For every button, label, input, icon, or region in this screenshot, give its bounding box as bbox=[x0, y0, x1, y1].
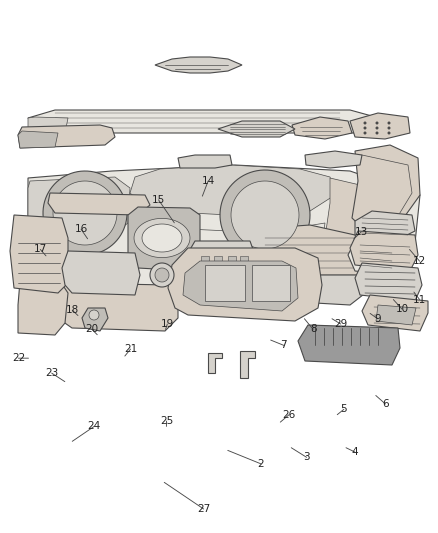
Polygon shape bbox=[28, 117, 68, 133]
Text: 25: 25 bbox=[160, 416, 173, 426]
Text: 2: 2 bbox=[257, 459, 264, 469]
Circle shape bbox=[375, 126, 378, 130]
Text: 10: 10 bbox=[396, 304, 409, 314]
Polygon shape bbox=[52, 283, 178, 331]
Polygon shape bbox=[218, 121, 295, 137]
Text: 3: 3 bbox=[303, 453, 310, 462]
Polygon shape bbox=[348, 241, 400, 275]
Circle shape bbox=[364, 122, 367, 125]
Text: 22: 22 bbox=[12, 353, 25, 363]
Polygon shape bbox=[43, 171, 127, 255]
Polygon shape bbox=[305, 151, 362, 168]
Circle shape bbox=[375, 132, 378, 134]
Polygon shape bbox=[135, 223, 325, 278]
Bar bbox=[214, 256, 222, 262]
Text: 26: 26 bbox=[283, 410, 296, 419]
Polygon shape bbox=[142, 224, 182, 252]
Polygon shape bbox=[130, 165, 335, 215]
Circle shape bbox=[364, 126, 367, 130]
Text: 8: 8 bbox=[310, 325, 317, 334]
Circle shape bbox=[388, 132, 391, 134]
Polygon shape bbox=[62, 251, 140, 295]
Text: 17: 17 bbox=[34, 245, 47, 254]
Circle shape bbox=[388, 122, 391, 125]
Polygon shape bbox=[208, 353, 222, 373]
Polygon shape bbox=[220, 170, 310, 260]
Text: 14: 14 bbox=[201, 176, 215, 186]
Text: 24: 24 bbox=[88, 422, 101, 431]
Circle shape bbox=[388, 126, 391, 130]
Text: 23: 23 bbox=[45, 368, 58, 378]
Text: 9: 9 bbox=[374, 314, 381, 324]
Polygon shape bbox=[18, 131, 58, 148]
Polygon shape bbox=[10, 215, 68, 293]
Polygon shape bbox=[362, 295, 428, 331]
Polygon shape bbox=[128, 207, 200, 271]
Polygon shape bbox=[252, 265, 290, 301]
Polygon shape bbox=[178, 155, 232, 168]
Polygon shape bbox=[325, 178, 405, 281]
Polygon shape bbox=[188, 241, 255, 268]
Circle shape bbox=[155, 268, 169, 282]
Circle shape bbox=[375, 122, 378, 125]
Polygon shape bbox=[298, 325, 400, 365]
Circle shape bbox=[364, 132, 367, 134]
Polygon shape bbox=[18, 281, 68, 335]
Polygon shape bbox=[134, 219, 190, 257]
Polygon shape bbox=[53, 181, 117, 245]
Text: 11: 11 bbox=[413, 295, 426, 304]
Bar bbox=[201, 256, 209, 262]
Polygon shape bbox=[48, 193, 150, 215]
Bar bbox=[228, 256, 236, 262]
Text: 12: 12 bbox=[413, 256, 426, 266]
Polygon shape bbox=[240, 351, 255, 378]
Text: 6: 6 bbox=[382, 399, 389, 409]
Polygon shape bbox=[28, 165, 420, 293]
Polygon shape bbox=[28, 110, 390, 133]
Polygon shape bbox=[231, 181, 299, 249]
Polygon shape bbox=[350, 231, 418, 271]
Circle shape bbox=[89, 310, 99, 320]
Polygon shape bbox=[376, 305, 416, 325]
Polygon shape bbox=[155, 57, 242, 73]
Polygon shape bbox=[350, 113, 410, 139]
Text: 15: 15 bbox=[152, 195, 165, 205]
Text: 13: 13 bbox=[355, 227, 368, 237]
Text: 21: 21 bbox=[124, 344, 137, 354]
Text: 16: 16 bbox=[74, 224, 88, 234]
Circle shape bbox=[150, 263, 174, 287]
Text: 27: 27 bbox=[197, 504, 210, 514]
Polygon shape bbox=[183, 261, 298, 311]
Polygon shape bbox=[355, 263, 422, 301]
Text: 18: 18 bbox=[66, 305, 79, 315]
Text: 4: 4 bbox=[351, 447, 358, 457]
Polygon shape bbox=[18, 125, 115, 148]
Text: 29: 29 bbox=[334, 319, 347, 329]
Polygon shape bbox=[292, 117, 352, 139]
Text: 7: 7 bbox=[280, 341, 287, 350]
Polygon shape bbox=[352, 145, 420, 235]
Polygon shape bbox=[255, 225, 368, 285]
Text: 5: 5 bbox=[340, 405, 347, 414]
Polygon shape bbox=[82, 308, 108, 331]
Polygon shape bbox=[28, 177, 130, 241]
Polygon shape bbox=[205, 265, 245, 301]
Bar bbox=[240, 256, 248, 262]
Polygon shape bbox=[168, 248, 322, 321]
Polygon shape bbox=[355, 211, 415, 241]
Polygon shape bbox=[272, 275, 368, 305]
Text: 19: 19 bbox=[161, 319, 174, 329]
Text: 20: 20 bbox=[85, 325, 99, 334]
